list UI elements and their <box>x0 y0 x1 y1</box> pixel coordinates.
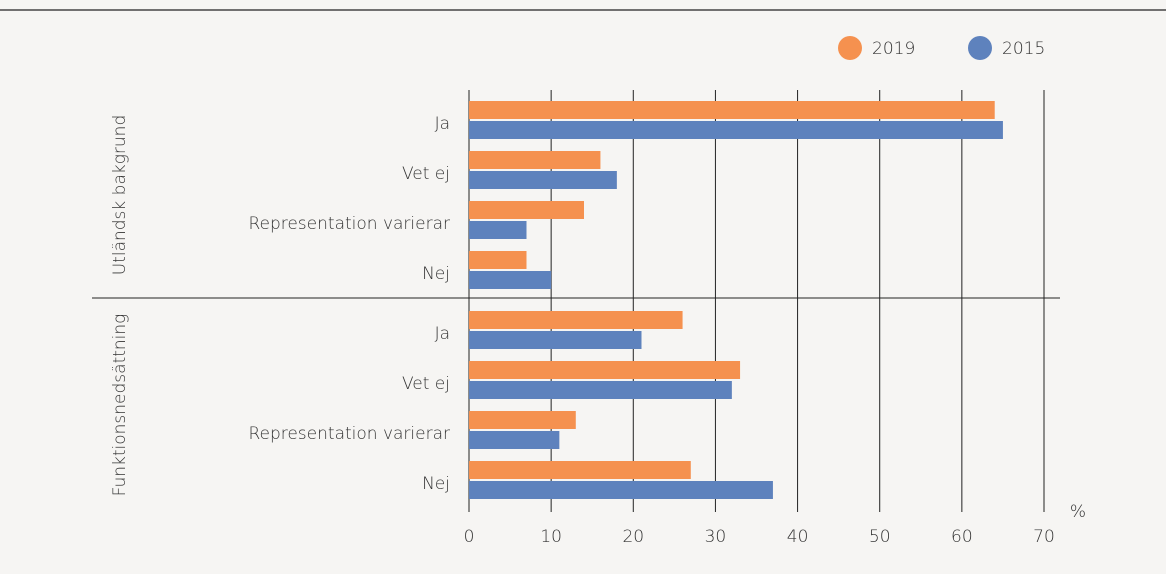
x-tick-label: 40 <box>787 527 809 547</box>
x-tick-label: 60 <box>951 527 973 547</box>
bar <box>469 101 995 119</box>
y-tick-label: Vet ej <box>402 164 450 184</box>
x-tick-label: 70 <box>1033 527 1055 547</box>
bar <box>469 411 576 429</box>
bar <box>469 151 601 169</box>
y-tick-label: Ja <box>435 114 450 134</box>
y-tick-label: Nej <box>422 474 450 494</box>
bar <box>469 431 560 449</box>
x-tick-label: 30 <box>705 527 727 547</box>
x-tick-label: 20 <box>622 527 644 547</box>
bar <box>469 461 691 479</box>
bar <box>469 361 741 379</box>
x-tick-label: 0 <box>464 527 475 547</box>
x-axis-label: % <box>1070 502 1086 522</box>
legend-label: 2015 <box>1002 39 1045 59</box>
bar <box>469 171 617 189</box>
group-label: Utländsk bakgrund <box>110 115 130 276</box>
x-tick-label: 10 <box>540 527 562 547</box>
bar <box>469 221 527 239</box>
x-tick-label: 50 <box>869 527 891 547</box>
bar <box>469 271 552 289</box>
bar <box>469 251 527 269</box>
legend-swatch <box>838 36 862 60</box>
bar <box>469 381 732 399</box>
y-tick-label: Nej <box>422 264 450 284</box>
bar <box>469 331 642 349</box>
bar <box>469 121 1003 139</box>
bar <box>469 481 773 499</box>
bar <box>469 201 584 219</box>
y-tick-label: Representation varierar <box>248 424 450 444</box>
y-tick-label: Vet ej <box>402 374 450 394</box>
bar <box>469 311 683 329</box>
legend-label: 2019 <box>872 39 915 59</box>
legend-swatch <box>968 36 992 60</box>
y-tick-label: Representation varierar <box>248 214 450 234</box>
y-tick-label: Ja <box>435 324 450 344</box>
group-label: Funktionsnedsättning <box>110 314 130 497</box>
